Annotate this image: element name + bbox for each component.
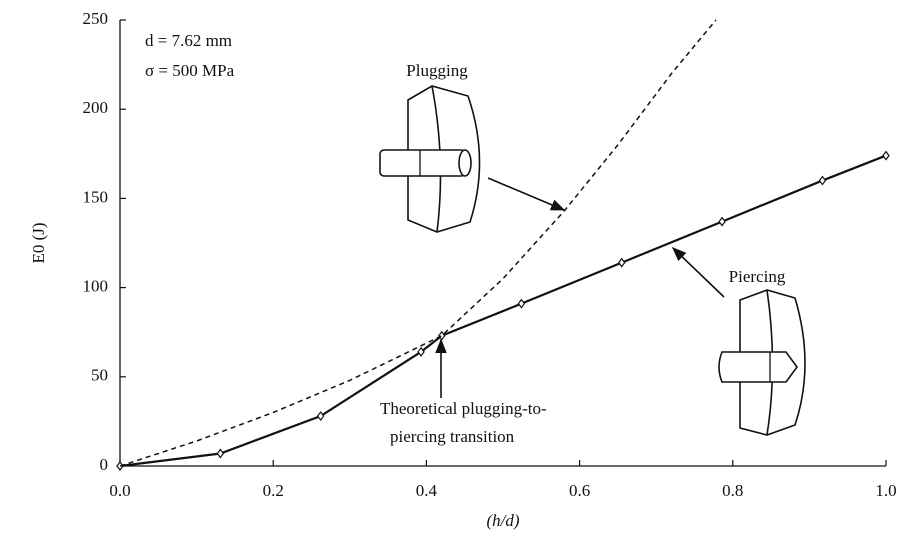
annotation: σ = 500 MPa <box>145 61 235 80</box>
point <box>437 330 446 341</box>
point <box>417 346 425 357</box>
y-tick-label: 150 <box>83 187 109 206</box>
x-tick-label: 0.2 <box>263 481 284 500</box>
plugging-sketch <box>379 85 481 233</box>
point <box>617 257 626 268</box>
point <box>818 175 827 186</box>
point <box>882 150 890 161</box>
y-tick-label: 250 <box>83 9 109 28</box>
piercing-sketch <box>718 289 806 436</box>
x-tick-label: 0.8 <box>722 481 743 500</box>
series-label: Piercing <box>729 267 786 286</box>
annotation: piercing transition <box>390 427 515 446</box>
x-tick-label: 0.6 <box>569 481 590 500</box>
y-tick-label: 200 <box>83 98 109 117</box>
x-axis-label: (h/d) <box>486 511 519 530</box>
arrow <box>487 177 566 211</box>
series-line <box>119 19 717 467</box>
point <box>517 298 526 309</box>
y-tick-label: 100 <box>83 277 109 296</box>
series-label: Plugging <box>406 61 468 80</box>
x-tick-label: 0.4 <box>416 481 438 500</box>
x-tick-label: 0.0 <box>109 481 130 500</box>
annotation: d = 7.62 mm <box>145 31 232 50</box>
y-tick-label: 0 <box>100 455 109 474</box>
annotation: Theoretical plugging-to- <box>380 399 547 418</box>
point <box>216 448 225 459</box>
y-tick-label: 50 <box>91 366 108 385</box>
arrow <box>671 247 725 298</box>
point <box>316 411 325 422</box>
x-tick-label: 1.0 <box>875 481 896 500</box>
point <box>718 216 726 227</box>
series-line <box>119 154 887 468</box>
y-axis-label: E0 (J) <box>29 222 48 263</box>
